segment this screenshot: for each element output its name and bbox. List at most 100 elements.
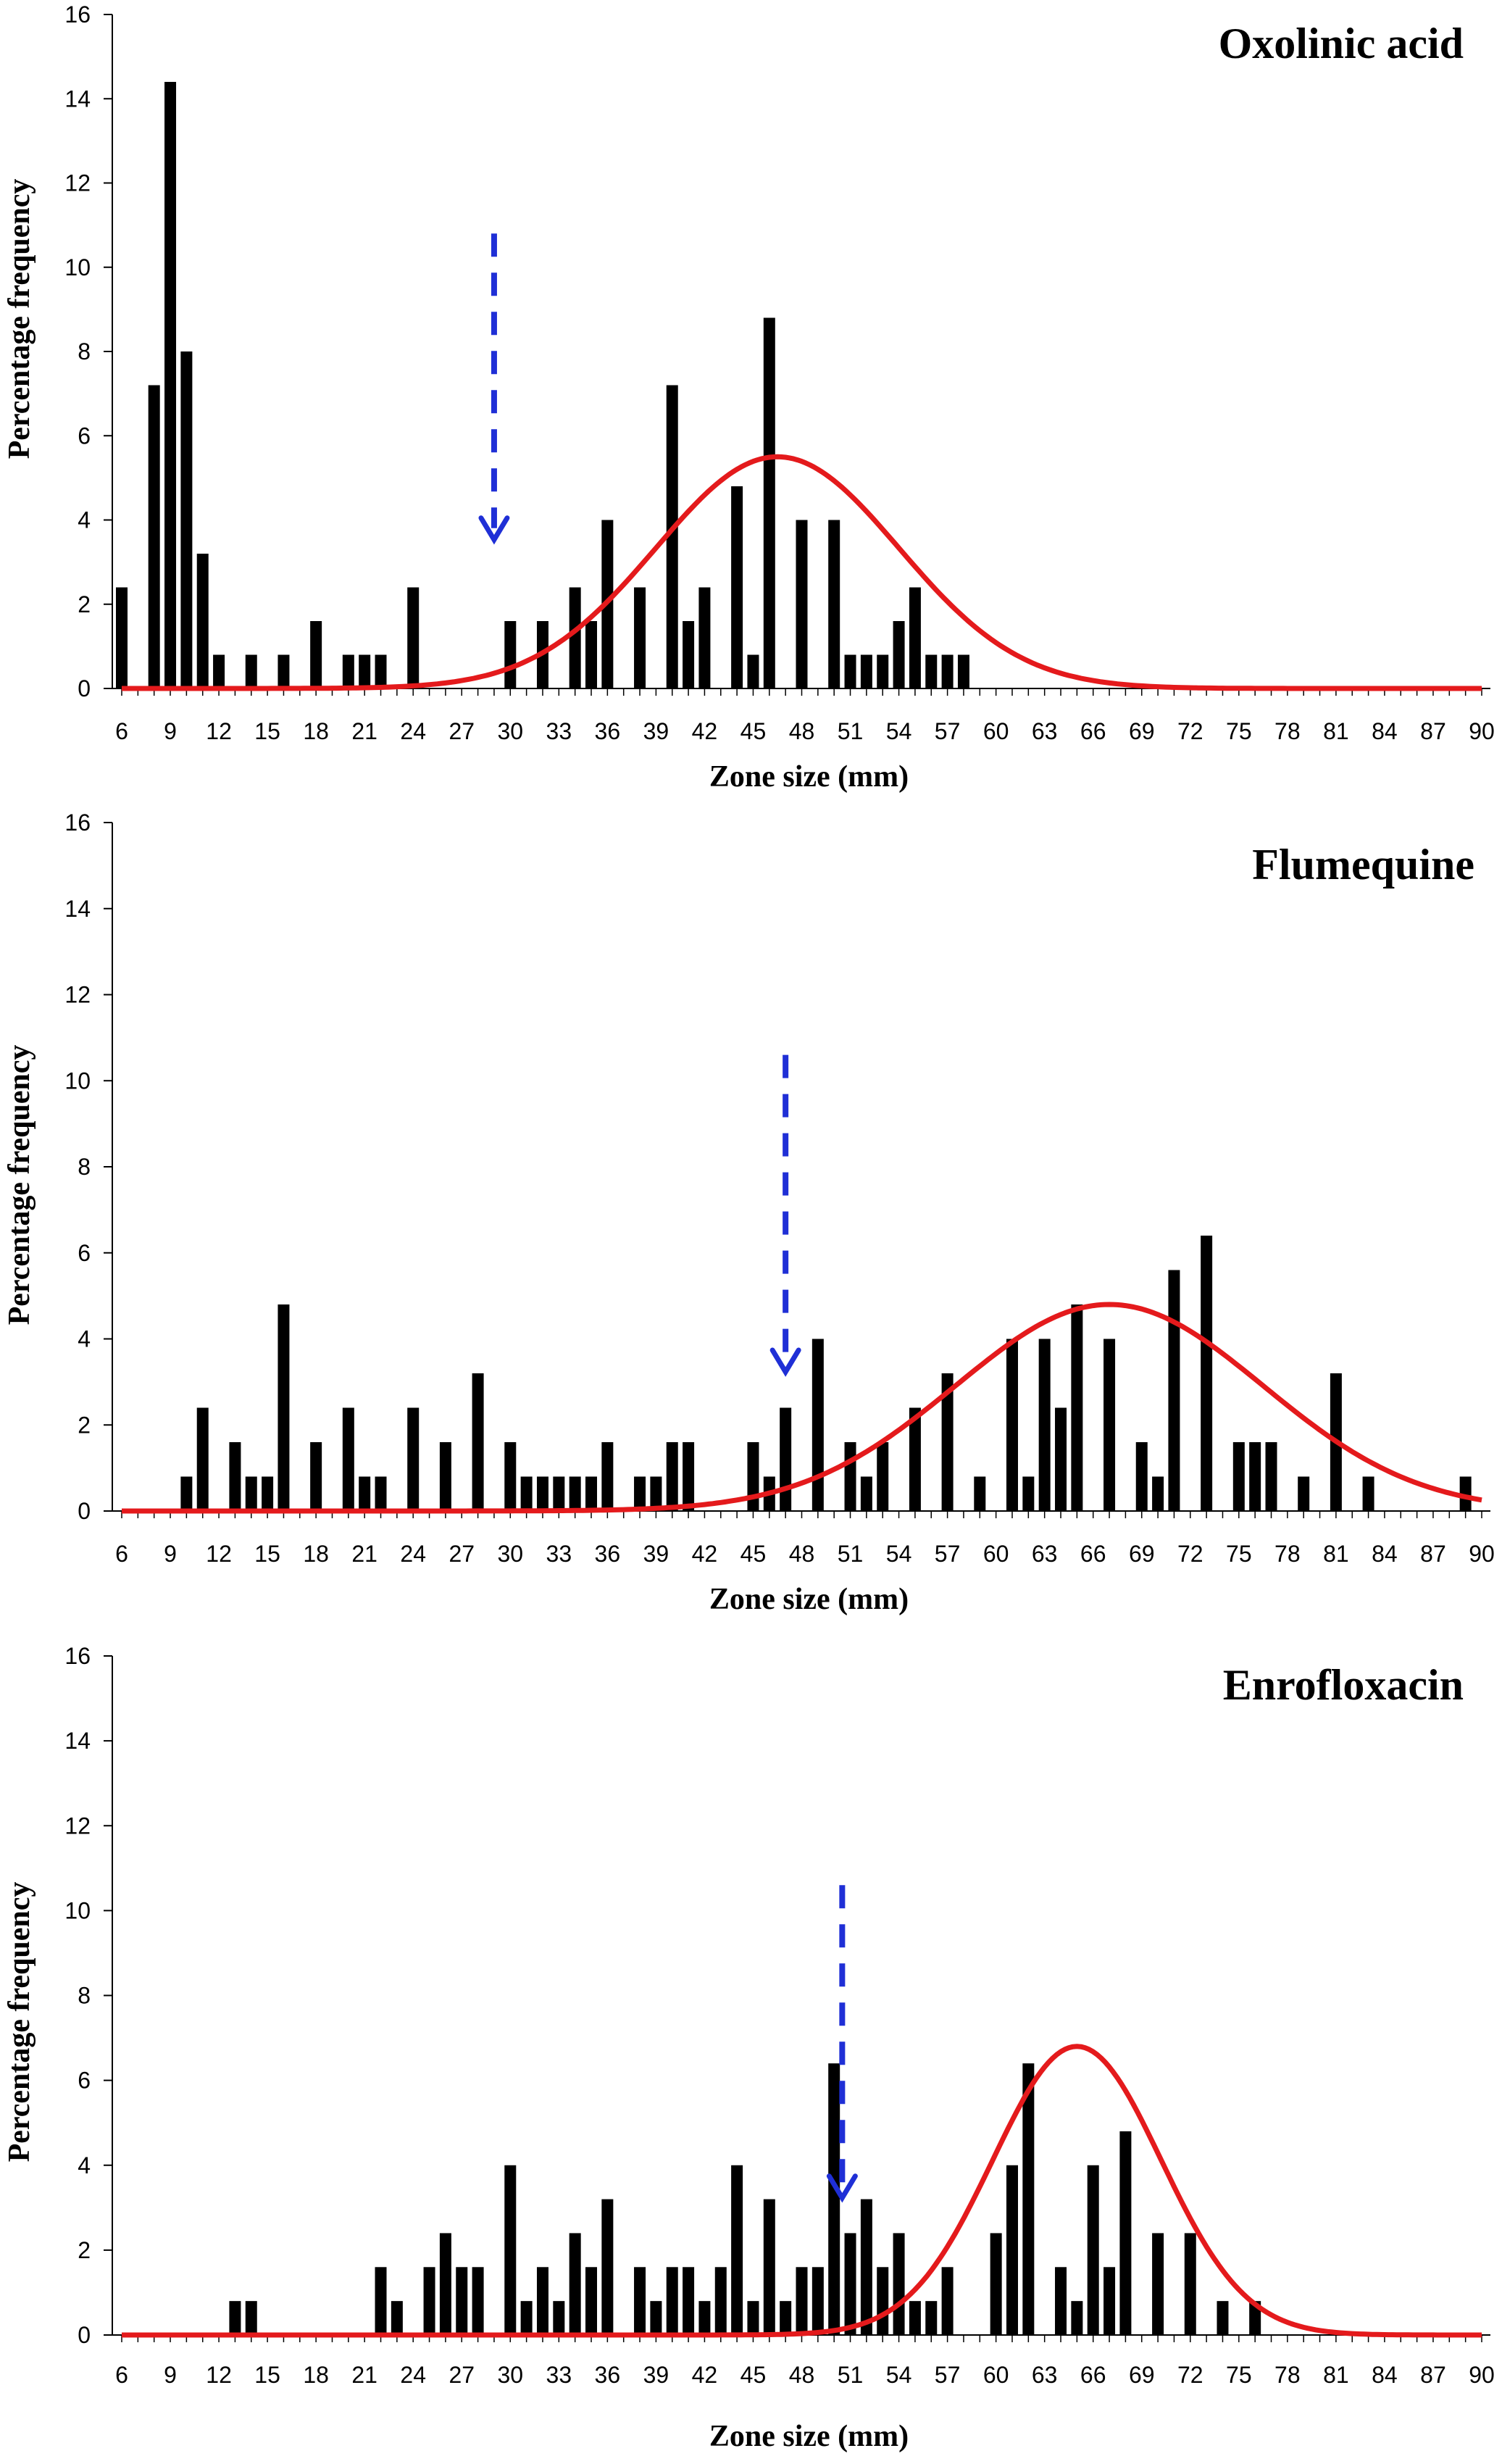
- x-tick-label: 48: [789, 1541, 815, 1567]
- x-tick-label: 36: [595, 2362, 621, 2388]
- bar: [1087, 2165, 1099, 2335]
- normal-fit-curve: [122, 1302, 1482, 1514]
- x-tick-label: 72: [1177, 2362, 1203, 2388]
- bar: [585, 621, 598, 688]
- x-tick-label: 36: [595, 718, 621, 744]
- x-tick-label: 24: [400, 2362, 426, 2388]
- x-tick-label: 51: [838, 2362, 864, 2388]
- normal-fit-curve: [122, 454, 1482, 691]
- x-axis-title: Zone size (mm): [709, 760, 909, 794]
- bar: [698, 2301, 711, 2335]
- bar: [666, 2267, 678, 2335]
- x-tick-label: 39: [643, 2362, 669, 2388]
- bar: [1232, 1442, 1245, 1511]
- x-tick-label: 42: [692, 1541, 718, 1567]
- bar: [893, 2233, 905, 2335]
- y-tick-label: 12: [64, 1812, 91, 1839]
- x-tick-label: 51: [838, 718, 864, 744]
- bar: [683, 2267, 695, 2335]
- x-tick-label: 30: [497, 2362, 523, 2388]
- bar: [634, 2267, 646, 2335]
- bar: [310, 1442, 322, 1511]
- x-tick-label: 33: [546, 2362, 572, 2388]
- x-tick-label: 81: [1323, 2362, 1349, 2388]
- bar: [601, 2199, 614, 2335]
- y-axis-title: Percentage frequency: [3, 179, 36, 459]
- bar: [909, 587, 921, 688]
- bar: [925, 2301, 938, 2335]
- y-tick-label: 4: [78, 507, 91, 533]
- y-tick-label: 4: [78, 2152, 91, 2178]
- bar: [375, 1476, 387, 1511]
- bar: [812, 2267, 824, 2335]
- panel-title: Oxolinic acid: [1219, 20, 1464, 67]
- bar: [553, 1476, 565, 1511]
- bar: [245, 2301, 257, 2335]
- bar: [229, 1442, 241, 1511]
- bar: [456, 2267, 468, 2335]
- x-tick-label: 24: [400, 1541, 426, 1567]
- bar: [925, 654, 938, 688]
- bar: [569, 2233, 581, 2335]
- y-tick-label: 14: [64, 896, 91, 922]
- bar: [941, 1373, 954, 1511]
- bar: [763, 2199, 775, 2335]
- x-tick-label: 6: [115, 718, 128, 744]
- bar: [860, 654, 872, 688]
- bar: [844, 2233, 856, 2335]
- bar: [553, 2301, 565, 2335]
- bar: [359, 1476, 371, 1511]
- cutoff-arrow-head: [826, 2173, 858, 2203]
- bar: [698, 587, 711, 688]
- bar: [504, 2165, 517, 2335]
- x-tick-label: 48: [789, 2362, 815, 2388]
- bar: [731, 486, 743, 688]
- x-tick-label: 84: [1372, 2362, 1398, 2388]
- bar: [407, 587, 420, 688]
- bar: [601, 1442, 614, 1511]
- bar: [909, 2301, 921, 2335]
- y-tick-label: 4: [78, 1326, 91, 1352]
- bar: [796, 520, 808, 688]
- y-tick-label: 2: [78, 1412, 91, 1438]
- x-tick-label: 69: [1129, 2362, 1155, 2388]
- x-tick-label: 9: [164, 1541, 177, 1567]
- bar: [990, 2233, 1002, 2335]
- bar: [650, 1476, 662, 1511]
- normal-fit-curve: [122, 2044, 1482, 2338]
- bar: [1168, 1270, 1180, 1511]
- x-tick-label: 30: [497, 718, 523, 744]
- bar: [860, 1476, 872, 1511]
- bar: [342, 654, 354, 688]
- bar: [585, 1476, 598, 1511]
- x-tick-label: 63: [1032, 1541, 1058, 1567]
- x-tick-label: 12: [206, 2362, 232, 2388]
- x-tick-label: 72: [1177, 718, 1203, 744]
- x-tick-label: 21: [351, 2362, 377, 2388]
- bar: [472, 2267, 484, 2335]
- bar: [1184, 2233, 1196, 2335]
- bar: [407, 1407, 420, 1511]
- bar: [1022, 2063, 1035, 2335]
- bar: [375, 654, 387, 688]
- x-tick-label: 15: [254, 2362, 280, 2388]
- x-tick-label: 72: [1177, 1541, 1203, 1567]
- bar: [569, 587, 581, 688]
- bar: [1362, 1476, 1374, 1511]
- x-tick-label: 63: [1032, 718, 1058, 744]
- bar: [375, 2267, 387, 2335]
- bar: [342, 1407, 354, 1511]
- y-tick-label: 0: [78, 1498, 91, 1524]
- y-tick-label: 16: [64, 1643, 91, 1669]
- bar: [1217, 2301, 1229, 2335]
- y-axis-title: Percentage frequency: [3, 1045, 36, 1325]
- bar: [974, 1476, 986, 1511]
- bar: [245, 1476, 257, 1511]
- panel-title: Flumequine: [1252, 841, 1474, 888]
- bar: [213, 654, 225, 688]
- x-tick-label: 54: [886, 2362, 912, 2388]
- x-tick-label: 21: [351, 718, 377, 744]
- x-tick-label: 87: [1420, 718, 1446, 744]
